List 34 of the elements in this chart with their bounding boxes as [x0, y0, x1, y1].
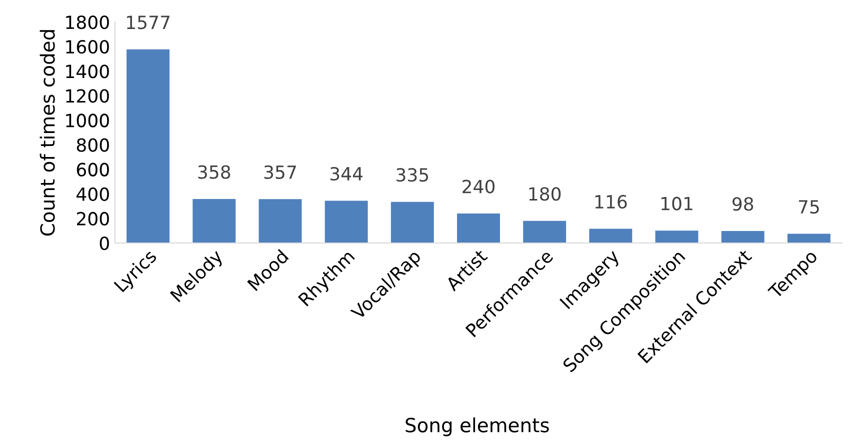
data-label: 240 — [462, 180, 495, 194]
bar — [192, 199, 236, 243]
bar — [721, 230, 764, 243]
bar — [258, 199, 302, 243]
data-label: 1577 — [127, 16, 170, 30]
data-label: 358 — [198, 165, 230, 179]
y-tick-label: 1800 — [66, 15, 109, 30]
y-tick-label: 1400 — [66, 64, 109, 78]
bar — [324, 200, 368, 243]
y-tick-label: 800 — [76, 138, 109, 152]
y-tick-label: 1000 — [66, 114, 109, 128]
bar — [787, 234, 830, 243]
data-label: 75 — [798, 200, 819, 214]
y-tick-label: 1200 — [66, 89, 109, 103]
bar — [589, 228, 632, 243]
y-axis-title: Count of times coded — [40, 30, 55, 236]
data-label: 335 — [396, 168, 428, 182]
data-label: 116 — [595, 194, 627, 209]
y-tick-label: 0 — [100, 236, 109, 250]
data-label: 101 — [662, 196, 692, 210]
data-label: 98 — [732, 197, 754, 211]
bar — [457, 214, 500, 243]
bar — [523, 220, 566, 243]
bar — [126, 49, 170, 243]
bar — [655, 230, 698, 243]
x-axis-title: Song elements — [406, 417, 549, 436]
data-label: 344 — [330, 166, 363, 181]
y-tick-label: 200 — [77, 212, 109, 226]
data-label: 180 — [529, 187, 561, 201]
y-tick-label: 400 — [76, 187, 109, 202]
y-tick-label: 1600 — [66, 40, 109, 54]
y-tick-label: 600 — [76, 162, 109, 176]
bar — [390, 202, 434, 243]
data-label: 357 — [264, 165, 296, 180]
